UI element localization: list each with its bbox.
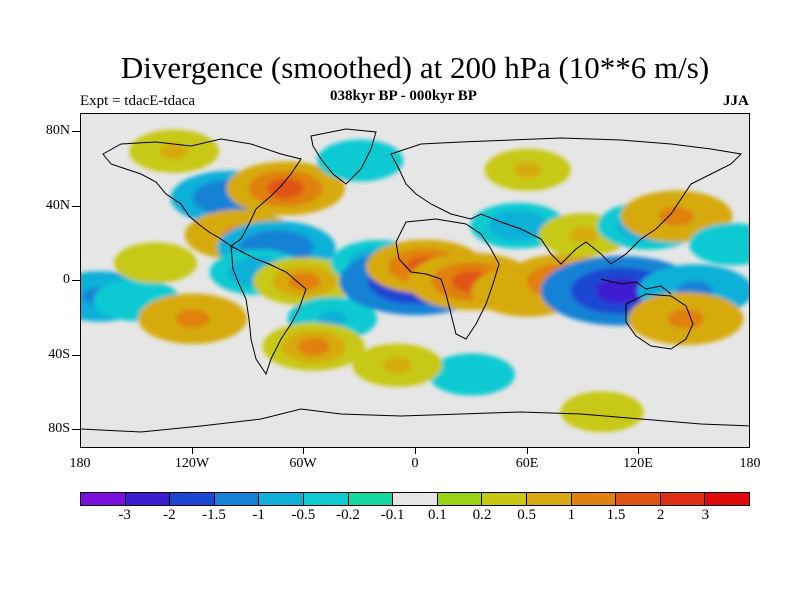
- divergence-anomaly-core: [318, 310, 347, 327]
- coastline-maritime-continent: [600, 278, 672, 295]
- colorbar-swatch: [81, 493, 126, 505]
- y-tick: [72, 206, 80, 207]
- colorbar-swatch: [705, 493, 749, 505]
- colorbar-label: -1.5: [202, 507, 226, 523]
- colorbar-label: 0.5: [517, 507, 537, 523]
- colorbar-swatch: [437, 493, 483, 505]
- divergence-anomaly-core: [288, 272, 321, 291]
- divergence-anomaly-core: [160, 143, 189, 160]
- divergence-anomaly-core: [514, 162, 542, 178]
- divergence-anomaly-core: [346, 152, 374, 169]
- divergence-anomaly-core: [383, 357, 412, 374]
- divergence-anomaly-core: [297, 337, 330, 356]
- colorbar-label: 3: [701, 507, 710, 523]
- colorbar: [80, 492, 750, 506]
- y-label-0: 0: [63, 272, 70, 287]
- colorbar-label: -0.2: [336, 507, 360, 523]
- divergence-anomaly-core: [667, 309, 704, 329]
- map-plot-area: [80, 113, 750, 448]
- x-label-180: 180: [69, 456, 91, 471]
- colorbar-label: 2: [656, 507, 665, 523]
- season-label: JJA: [723, 93, 749, 109]
- divergence-anomaly-core: [503, 217, 534, 235]
- x-label-0: 0: [411, 456, 419, 471]
- coastline-africa: [395, 218, 500, 340]
- colorbar-label: 0.2: [472, 507, 492, 523]
- x-tick: [638, 448, 639, 454]
- colorbar-label: -0.5: [291, 507, 316, 523]
- colorbar-label: -1: [252, 507, 265, 523]
- colorbar-swatch: [348, 493, 394, 505]
- y-label-80S: 80S: [48, 421, 70, 436]
- coastline-greenland: [310, 128, 377, 185]
- colorbar-label: 1.5: [606, 507, 626, 523]
- colorbar-label: -0.1: [380, 507, 405, 523]
- coastline-antarctica: [81, 408, 749, 433]
- divergence-anomaly-core: [175, 309, 210, 328]
- colorbar-label: -3: [118, 507, 131, 523]
- chart-subtitle: 038kyr BP - 000kyr BP: [330, 88, 477, 104]
- colorbar-label: 0.1: [427, 507, 447, 523]
- colorbar-swatch: [660, 493, 706, 505]
- y-tick: [72, 280, 80, 281]
- colorbar-label: -2: [163, 507, 176, 523]
- colorbar-label: 1: [567, 507, 576, 523]
- y-label-80N: 80N: [45, 123, 70, 138]
- x-tick: [415, 448, 416, 454]
- colorbar-swatch: [616, 493, 661, 505]
- divergence-anomaly-core: [267, 178, 305, 199]
- experiment-label: Expt = tdacE-tdaca: [80, 93, 196, 109]
- colorbar-swatch: [571, 493, 617, 505]
- coastline-north-america: [102, 138, 302, 247]
- x-label-120E: 120E: [623, 456, 653, 471]
- colorbar-swatch: [393, 493, 438, 505]
- y-tick: [72, 131, 80, 132]
- divergence-anomaly-core: [659, 206, 695, 226]
- x-label-60E: 60E: [515, 456, 539, 471]
- divergence-anomaly-core: [458, 366, 486, 383]
- y-tick: [72, 429, 80, 430]
- divergence-anomaly-core: [123, 292, 151, 308]
- colorbar-swatch: [482, 493, 527, 505]
- colorbar-swatch: [125, 493, 171, 505]
- colorbar-swatch: [259, 493, 304, 505]
- y-label-40N: 40N: [45, 198, 70, 213]
- coastline-eurasia: [390, 137, 743, 265]
- divergence-anomaly-core: [569, 227, 598, 243]
- y-tick: [72, 355, 80, 356]
- coastline-south-america: [230, 245, 307, 376]
- colorbar-swatch: [526, 493, 572, 505]
- x-label-120W: 120W: [174, 456, 210, 471]
- colorbar-swatch: [214, 493, 260, 505]
- divergence-anomaly-core: [718, 236, 746, 252]
- x-tick: [192, 448, 193, 454]
- x-label-180-east: 180: [739, 456, 761, 471]
- y-label-40S: 40S: [48, 347, 70, 362]
- x-tick: [303, 448, 304, 454]
- divergence-anomaly-core: [595, 278, 646, 304]
- divergence-anomaly-core: [142, 255, 169, 271]
- colorbar-swatch: [303, 493, 349, 505]
- x-tick: [527, 448, 528, 454]
- x-label-60W: 60W: [289, 456, 317, 471]
- coastline-australia: [625, 293, 694, 350]
- chart-title: Divergence (smoothed) at 200 hPa (10**6 …: [120, 50, 710, 85]
- divergence-map: [81, 128, 749, 433]
- colorbar-swatch: [170, 493, 215, 505]
